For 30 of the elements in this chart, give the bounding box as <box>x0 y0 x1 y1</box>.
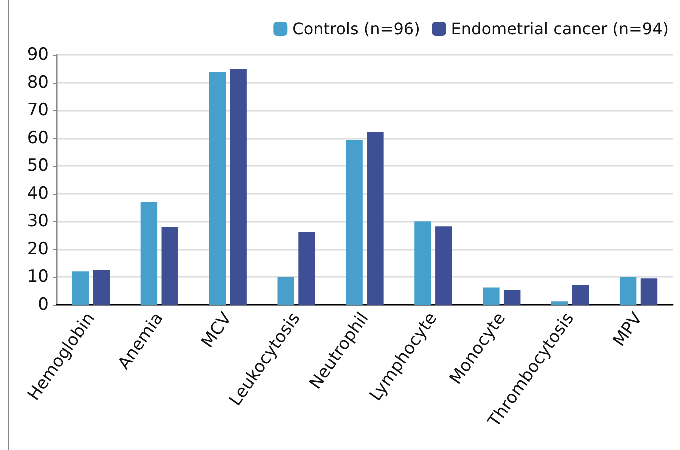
bar <box>483 288 500 305</box>
y-tick-label: 20 <box>27 239 49 260</box>
y-tick-label: 50 <box>27 156 49 176</box>
bar <box>640 278 658 305</box>
y-tick-label: 60 <box>27 128 49 148</box>
legend-label: Endometrial cancer (n=94) <box>451 20 670 38</box>
y-tick-label: 90 <box>27 45 49 65</box>
bar <box>278 278 294 305</box>
bar <box>504 290 521 305</box>
bar <box>298 232 316 305</box>
bar <box>346 140 363 305</box>
bar <box>140 202 158 305</box>
bar <box>93 270 110 305</box>
y-tick-label: 30 <box>27 212 49 232</box>
legend-label: Controls (n=96) <box>292 20 420 38</box>
bar <box>162 228 178 305</box>
bar <box>72 272 90 305</box>
y-tick-label: 80 <box>27 72 49 93</box>
bar <box>209 72 226 305</box>
y-tick-label: 70 <box>27 100 49 121</box>
bar <box>367 132 384 305</box>
y-tick-label: 10 <box>27 267 49 288</box>
y-tick-label: 0 <box>38 295 49 315</box>
y-tick-label: 40 <box>27 184 49 204</box>
bar <box>436 226 452 305</box>
bar <box>552 302 568 305</box>
bar <box>414 222 432 305</box>
bar <box>572 286 590 305</box>
bar <box>230 69 247 305</box>
bar <box>620 278 637 305</box>
